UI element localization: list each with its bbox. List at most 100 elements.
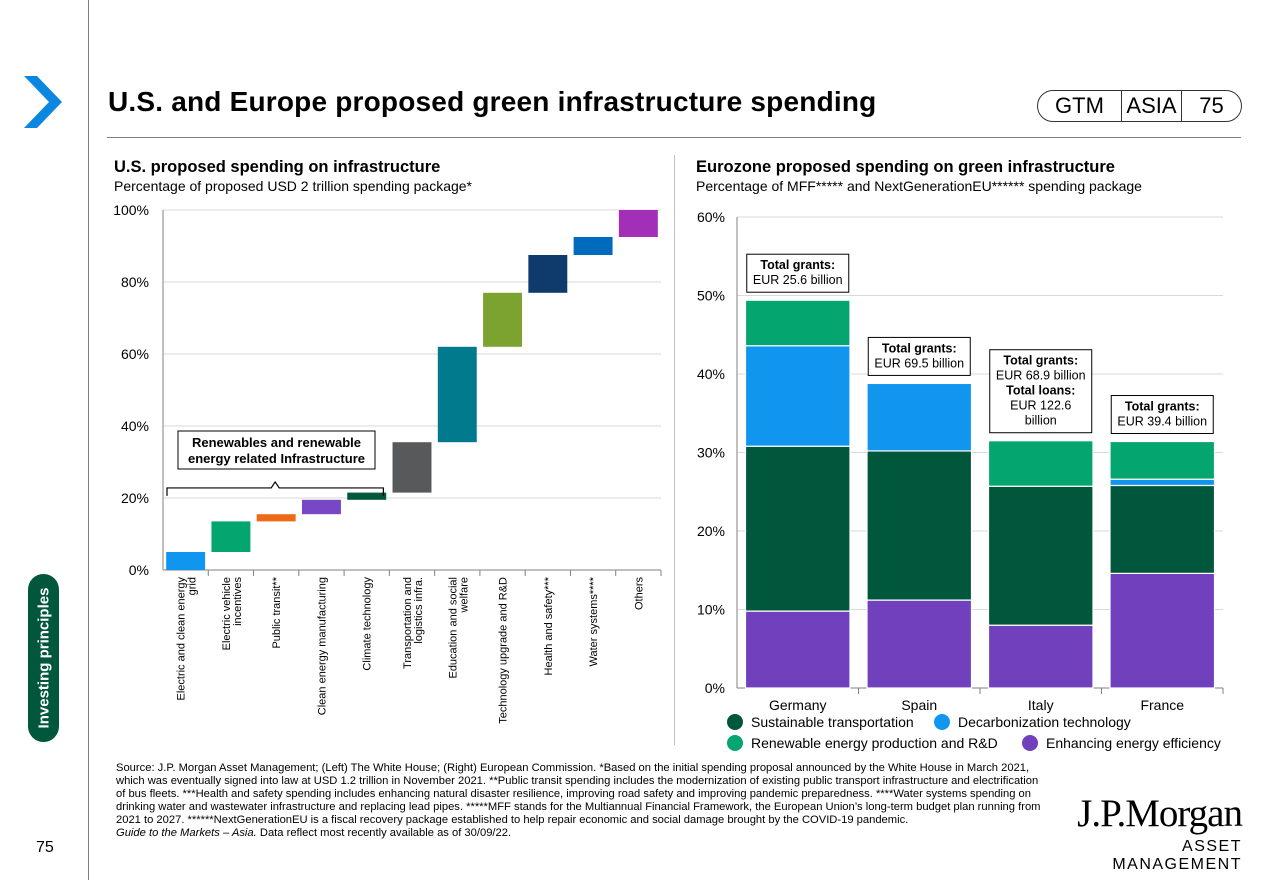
waterfall-bar [347,492,387,500]
page-number: 75 [36,839,54,856]
grants-annotation-box [1110,395,1214,435]
guide-title: Guide to the Markets – Asia. [116,827,257,839]
region-label: ASIA [1122,91,1182,121]
waterfall-bar [256,514,296,522]
guide-date-note: Data reflect most recently available as … [256,827,512,839]
y-tick-label: 0% [705,680,725,696]
x-category-label: Technology upgrade and R&D [498,577,510,724]
annotation-text: Renewables and renewable [192,435,361,450]
grants-annotation-box [867,336,971,376]
legend-label: Decarbonization technology [958,714,1131,730]
grants-annotation-text: Total loans: [1006,384,1075,398]
x-category-label: Health and safety*** [543,576,555,675]
waterfall-bar [392,442,432,493]
stacked-segment [987,440,1094,487]
waterfall-bar [618,210,658,237]
grants-annotation-box [989,349,1093,434]
y-tick-label: 30% [697,445,725,461]
y-tick-label: 20% [121,490,149,506]
stacked-segment [987,624,1094,689]
y-tick-label: 20% [697,523,725,539]
y-tick-label: 10% [697,602,725,618]
legend-marker [727,714,743,730]
x-category-label: Electric and clean energygrid [176,577,199,701]
x-category-label: Spain [901,697,937,713]
stacked-segment [1109,440,1216,480]
stacked-segment [866,599,973,689]
y-tick-label: 0% [129,562,149,578]
legend-label: Enhancing energy efficiency [1046,735,1221,751]
x-category-label: Climate technology [362,577,374,671]
grants-annotation-text: Total grants: [1003,354,1078,368]
gtm-badge: GTM ASIA 75 [1037,90,1242,122]
x-category-label: Transportation andlogistics infra. [402,577,425,669]
section-tab[interactable]: Investing principles [28,574,59,742]
logo-tagline: ASSET MANAGEMENT [1112,838,1242,873]
gtm-page-number: 75 [1199,93,1224,118]
x-category-label: Germany [769,697,827,713]
stacked-segment [866,450,973,601]
grants-annotation-text: EUR 39.4 billion [1117,415,1207,429]
jpmorgan-logo: J.P.Morgan ASSET MANAGEMENT [1066,792,1243,874]
x-category-label: Clean energy manufacturing [316,577,328,715]
y-tick-label: 80% [121,274,149,290]
grants-annotation-text: EUR 25.6 billion [753,273,843,287]
left-chart-subtitle: Percentage of proposed USD 2 trillion sp… [114,178,473,194]
source-footnote: Source: J.P. Morgan Asset Management; (L… [116,762,1046,840]
page-title: U.S. and Europe proposed green infrastru… [108,86,877,117]
gtm-label: GTM [1038,91,1122,121]
grants-annotation-box [746,253,850,293]
waterfall-bar [573,237,613,255]
logo-wordmark: J.P.Morgan [1077,792,1243,835]
waterfall-bar [483,292,523,347]
grants-annotation-text: Total grants: [760,258,835,272]
legend-marker [934,714,950,730]
bracket [166,480,384,496]
waterfall-bar [211,521,251,552]
grants-annotation-text: Total grants: [1125,400,1200,414]
right-chart-title: Eurozone proposed spending on green infr… [696,158,1115,176]
panel-divider [674,155,675,745]
waterfall-bar [528,255,568,293]
stacked-segment [987,485,1094,626]
left-divider-line [88,0,89,880]
y-tick-label: 40% [121,418,149,434]
x-category-label: Public transit** [271,576,283,648]
section-tab-label: Investing principles [35,587,52,729]
source-text: Source: J.P. Morgan Asset Management; (L… [116,762,1041,826]
grants-annotation-text: EUR 68.9 billion [996,369,1086,383]
stacked-segment [744,299,851,347]
left-chart-title: U.S. proposed spending on infrastructure [114,158,441,176]
eurozone-stacked-chart: 0% 10% 20% 30% 40% 50% 60% Germany Spain Italy Fra… [697,209,1224,751]
y-tick-label: 60% [697,209,725,225]
grants-annotation-text: EUR 69.5 billion [874,356,964,370]
x-category-label: Electric vehicleincentives [221,577,244,651]
grants-annotation-text: Total grants: [882,341,957,355]
right-chart-subtitle: Percentage of MFF***** and NextGeneratio… [696,178,1142,194]
title-rule [107,137,1241,138]
stacked-segment [744,610,851,689]
x-category-label: Water systems**** [588,576,600,666]
stacked-segment [866,382,973,452]
annotation-box [177,430,376,470]
annotation-text: energy related Infrastructure [188,451,365,466]
chevron-right-icon [24,76,62,128]
grants-annotation-text: billion [1025,414,1057,428]
stacked-segment [1109,572,1216,689]
grants-annotation-text: EUR 122.6 [1010,399,1071,413]
y-tick-label: 60% [121,346,149,362]
x-category-label: Italy [1028,697,1054,713]
stacked-segment [1109,484,1216,574]
legend-label: Renewable energy production and R&D [751,735,998,751]
x-category-label: France [1140,697,1184,713]
waterfall-bar [437,346,477,443]
x-category-label: Education and socialwelfare [447,577,470,679]
stacked-segment [744,445,851,612]
y-tick-label: 100% [113,202,149,218]
x-category-label: Others [633,577,645,611]
guide-note: Guide to the Markets – Asia. Data reflec… [116,827,1046,840]
y-tick-label: 40% [697,366,725,382]
us-waterfall-chart: 0% 20% 40% 60% 80% 100% Electric and clean ene… [113,202,662,724]
legend-marker [1022,735,1038,751]
stacked-segment [744,345,851,447]
